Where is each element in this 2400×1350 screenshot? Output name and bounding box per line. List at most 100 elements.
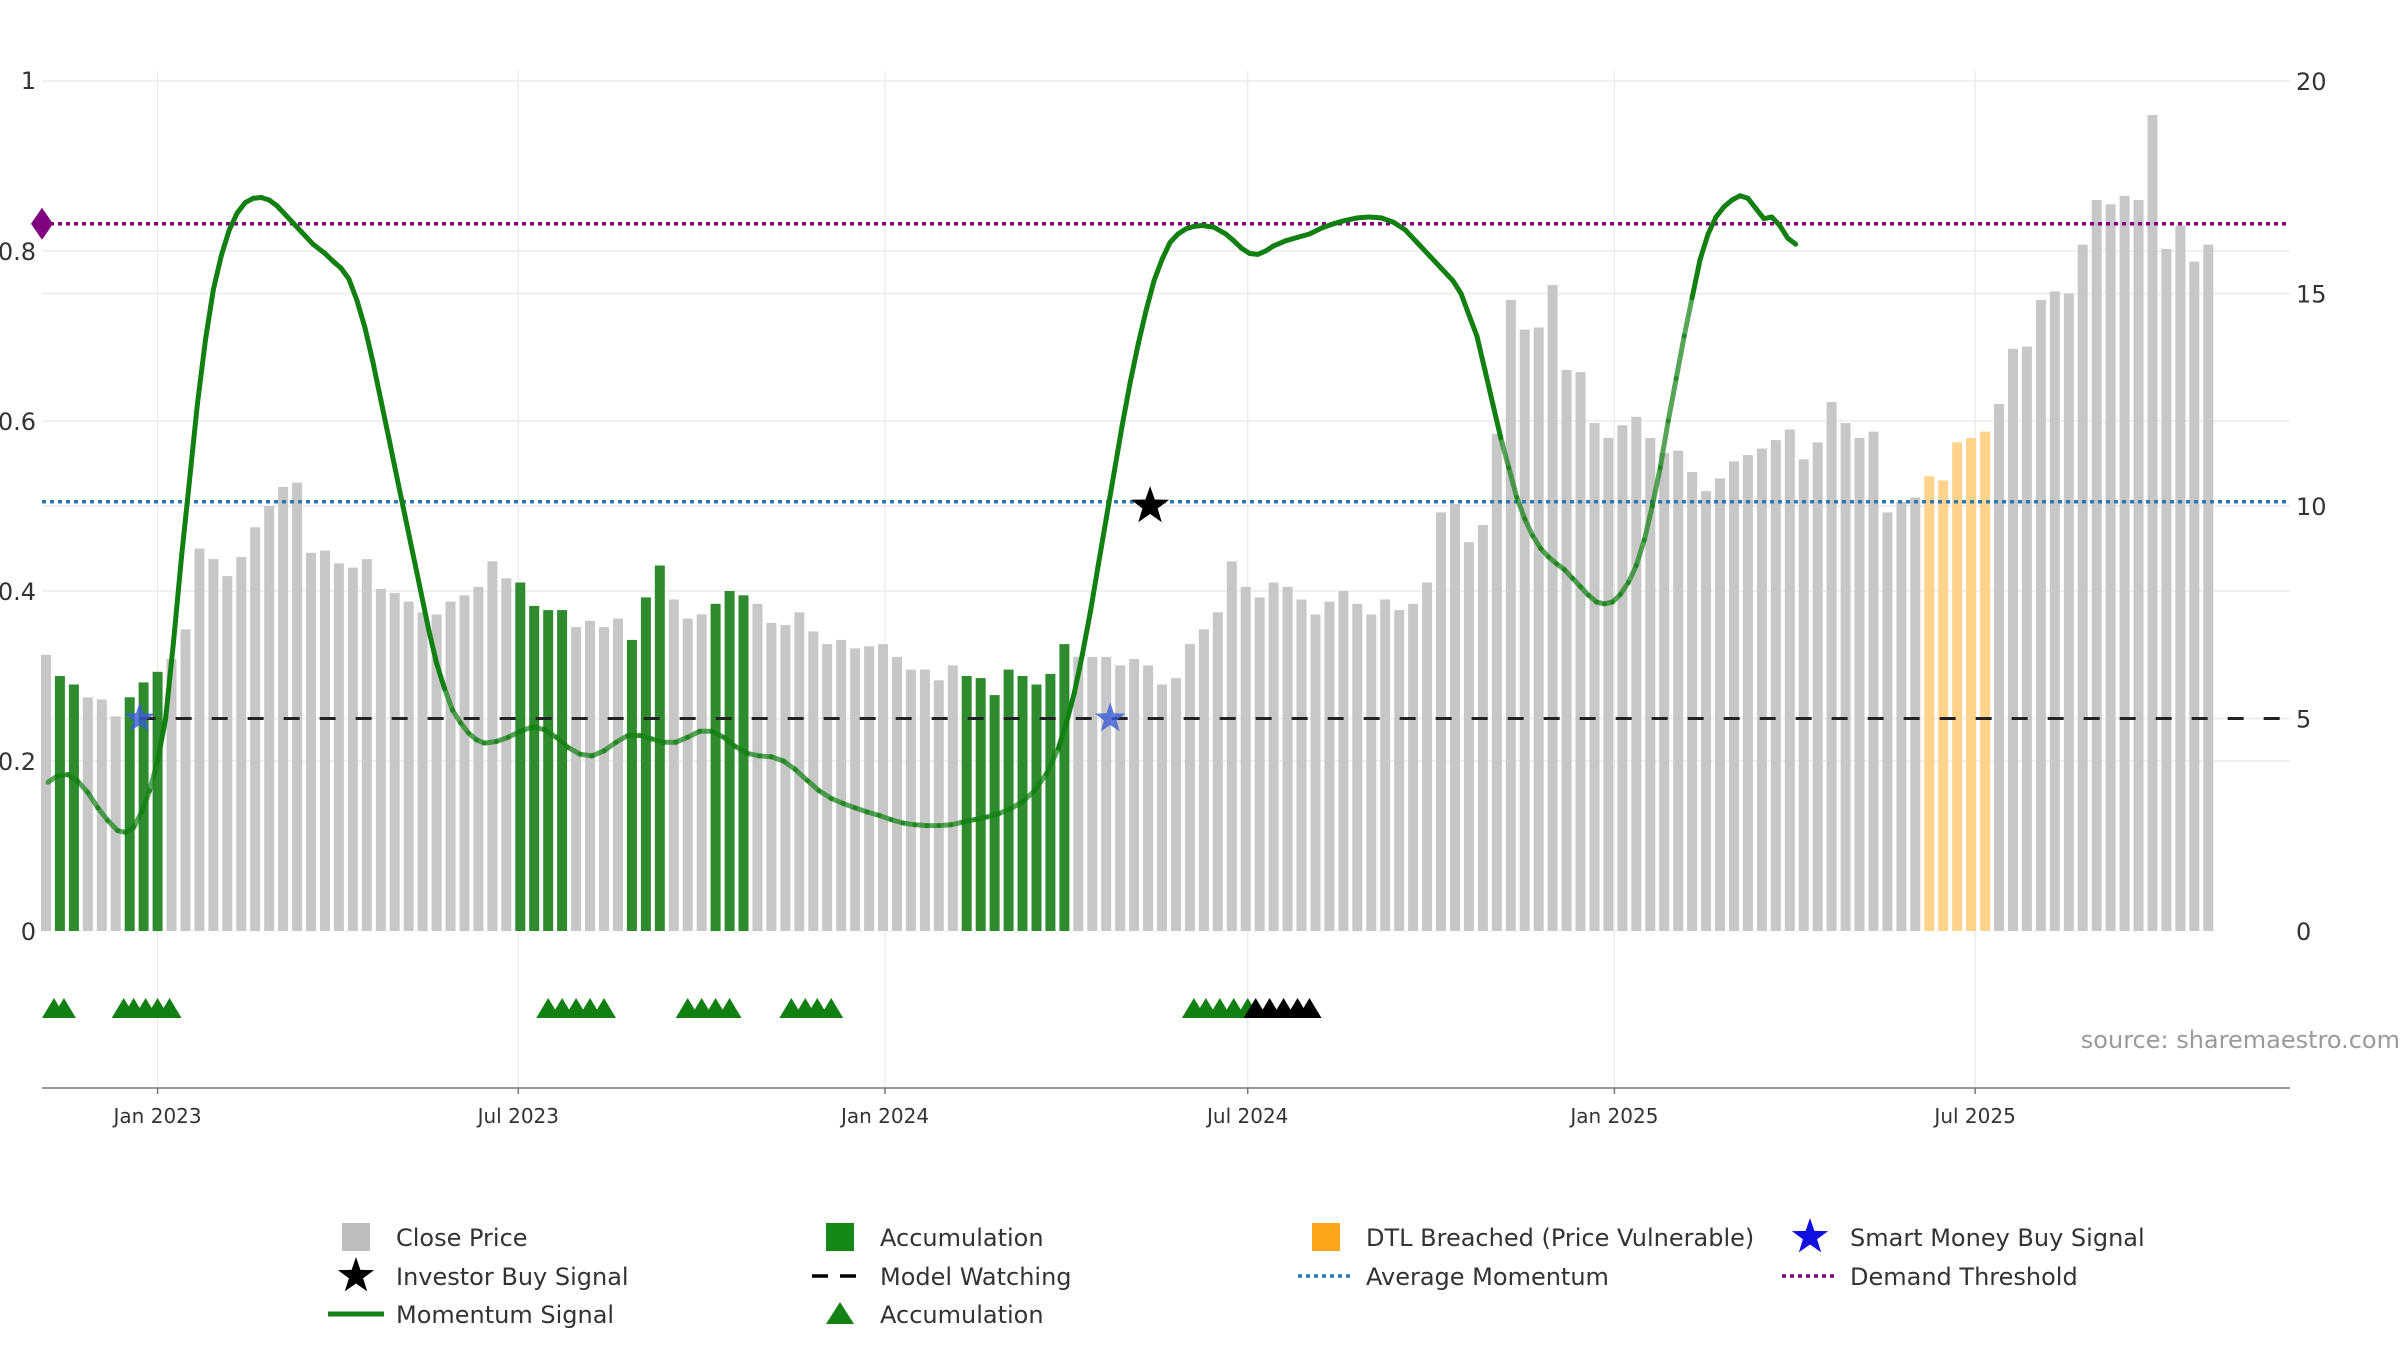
momentum-signal-segment <box>187 401 200 483</box>
close-price-bar <box>2175 225 2186 931</box>
legend-item-accum-marker: Accumulation <box>826 1301 1044 1329</box>
close-price-bar <box>473 586 484 932</box>
left-tick-label: 0.2 <box>0 748 36 776</box>
momentum-signal-segment <box>1673 333 1687 381</box>
close-price-bar <box>1450 503 1460 931</box>
legend-item-smart: Smart Money Buy Signal <box>1791 1218 2145 1253</box>
accumulation-bar <box>961 676 972 931</box>
investor-buy-signal-marker <box>1131 486 1170 523</box>
close-price-bar <box>1840 423 1851 931</box>
close-price-bar <box>292 482 303 931</box>
legend-item-dtl: DTL Breached (Price Vulnerable) <box>1312 1223 1754 1252</box>
right-tick-label: 0 <box>2296 918 2311 946</box>
close-price-bar <box>808 631 819 931</box>
dtl-breached-bar <box>1938 480 1949 931</box>
momentum-signal-segment <box>1466 312 1480 339</box>
smart-money-buy-signal-marker <box>1095 702 1126 732</box>
close-price-bar <box>1073 656 1084 931</box>
accumulation-marker <box>819 998 844 1018</box>
close-price-bar <box>1463 542 1474 931</box>
close-price-bar <box>947 665 958 931</box>
momentum-signal-segment <box>1498 435 1512 471</box>
momentum-signal-segment <box>1785 235 1799 247</box>
momentum-signal-segment <box>1063 690 1077 726</box>
accumulation-bar <box>975 678 986 931</box>
momentum-signal-segment <box>179 478 192 560</box>
momentum-signal-segment <box>1641 503 1655 543</box>
momentum-signal-segment <box>218 227 232 258</box>
accumulation-bar <box>543 610 554 931</box>
momentum-signal-segment <box>418 588 432 632</box>
close-price-bar <box>1575 372 1586 932</box>
close-price-bar <box>1422 582 1433 931</box>
close-price-bar <box>417 612 428 932</box>
close-price-bar <box>933 680 944 932</box>
momentum-signal-segment <box>1705 214 1719 237</box>
momentum-signal-segment <box>1151 257 1165 284</box>
momentum-signal-segment <box>1649 465 1663 509</box>
momentum-signal-segment <box>1530 533 1544 551</box>
momentum-signal-segment <box>1103 469 1117 522</box>
legend-label: Accumulation <box>880 1224 1044 1252</box>
momentum-signal-segment <box>1143 278 1157 313</box>
close-price-bar <box>110 716 121 931</box>
momentum-signal-segment <box>362 325 376 364</box>
accumulation-bar <box>152 671 163 932</box>
left-tick-label: 1 <box>21 67 36 95</box>
x-tick-label: Jul 2023 <box>476 1104 559 1128</box>
close-price-bar <box>1171 678 1181 931</box>
close-price-bar <box>1756 448 1767 931</box>
momentum-signal-segment <box>1119 380 1133 428</box>
x-tick-label: Jan 2023 <box>112 1104 202 1128</box>
close-price-bar <box>1226 561 1237 932</box>
momentum-signal-segment <box>163 639 176 721</box>
momentum-signal-segment <box>1414 240 1432 258</box>
close-price-bar <box>2189 261 2200 932</box>
legend-item-close: Close Price <box>342 1223 528 1252</box>
legend-label: Investor Buy Signal <box>396 1263 629 1291</box>
momentum-signal-segment <box>202 286 216 343</box>
dtl-breached-bar <box>1952 442 1963 931</box>
close-price-bar <box>1366 614 1377 931</box>
legend-label: Close Price <box>396 1224 528 1252</box>
momentum-signal-segment <box>1020 788 1037 805</box>
close-price-bar <box>766 622 777 931</box>
momentum-signal-segment <box>1111 422 1125 475</box>
close-price-bar <box>1603 438 1614 931</box>
close-price-bar <box>222 576 233 931</box>
close-price-bar <box>1896 501 1907 932</box>
momentum-signal-segment <box>1657 418 1671 471</box>
legend-label: Momentum Signal <box>396 1301 614 1329</box>
close-price-bar <box>166 659 177 931</box>
close-price-bar <box>278 486 289 931</box>
close-price-bar <box>1338 591 1349 931</box>
close-price-bar <box>1770 440 1781 931</box>
close-price-bar <box>1784 429 1795 931</box>
close-price-bar <box>1673 450 1684 931</box>
close-price-bar <box>1826 401 1837 931</box>
demand-threshold-marker <box>31 207 53 240</box>
momentum-signal-segment <box>1127 342 1141 386</box>
close-price-bar <box>333 563 344 931</box>
momentum-signal-segment <box>194 337 208 407</box>
momentum-signal-segment <box>1474 333 1488 373</box>
legend-item-accum-bar: Accumulation <box>826 1223 1044 1252</box>
momentum-signal-segment <box>1402 227 1420 245</box>
legend-item-investor: Investor Buy Signal <box>337 1257 629 1292</box>
close-price-bar <box>613 618 623 931</box>
left-tick-label: 0.6 <box>0 408 36 436</box>
accumulation-bar <box>640 597 651 931</box>
legend-label: Model Watching <box>880 1263 1072 1291</box>
momentum-signal-segment <box>402 512 416 556</box>
bars <box>41 115 2214 932</box>
momentum-signal-segment <box>1633 537 1647 568</box>
close-price-bar <box>682 618 693 931</box>
close-price-bar <box>487 561 498 932</box>
accumulation-bar <box>724 591 735 931</box>
close-price-bar <box>2077 244 2088 932</box>
close-price-bar <box>1380 599 1391 931</box>
close-price-bar <box>2063 293 2074 931</box>
momentum-signal-segment <box>378 397 392 441</box>
accumulation-bar <box>1045 673 1056 931</box>
close-price-bar <box>1087 656 1098 931</box>
